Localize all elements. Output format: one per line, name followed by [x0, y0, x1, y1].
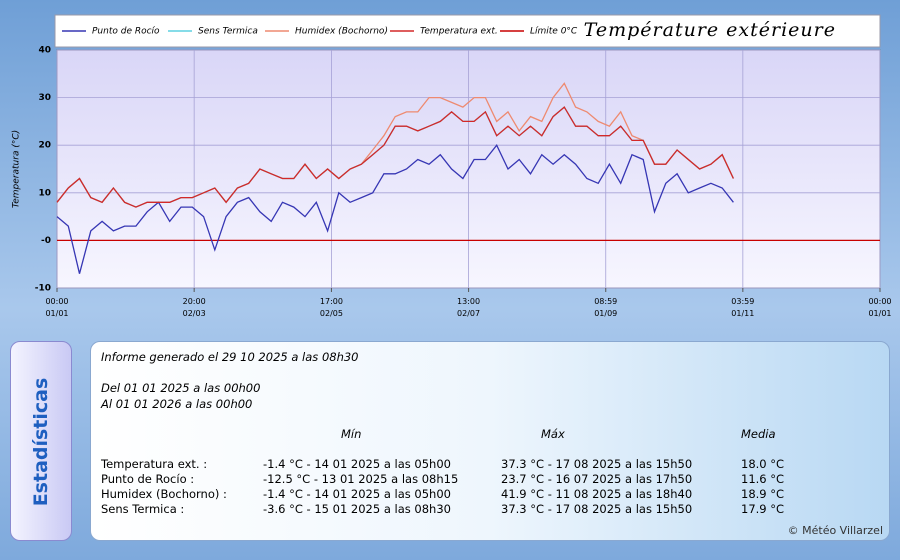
period-from: Del 01 01 2025 a las 00h00 [101, 381, 261, 395]
y-tick-label: 30 [38, 93, 51, 103]
stat-label: Punto de Rocío : [101, 472, 195, 486]
stat-value: 18.0 °C [741, 457, 785, 471]
y-tick-label: -0 [41, 236, 51, 246]
report-date: Informe generado el 29 10 2025 a las 08h… [101, 350, 359, 364]
stat-value: -12.5 °C - 13 01 2025 a las 08h15 [263, 472, 459, 486]
y-tick-label: 40 [38, 46, 51, 56]
stat-label: Temperatura ext. : [101, 457, 208, 471]
y-axis-label: Temperatura (°C) [12, 130, 22, 208]
stat-value: -1.4 °C - 14 01 2025 a las 05h00 [263, 457, 451, 471]
x-tick-label: 00:00 01/01 [45, 297, 69, 318]
legend-label: Humidex (Bochorno) [295, 27, 388, 37]
col-header: Máx [541, 427, 565, 441]
legend-label: Sens Termica [198, 27, 258, 37]
x-tick-label: 13:00 02/07 [457, 297, 481, 318]
stat-label: Sens Termica : [101, 502, 185, 516]
legend-label: Punto de Rocío [92, 27, 160, 37]
stat-value: 17.9 °C [741, 502, 785, 516]
y-tick-label: 10 [38, 188, 51, 198]
x-tick-label: 20:00 02/03 [182, 297, 206, 318]
stat-value: 41.9 °C - 11 08 2025 a las 18h40 [501, 487, 693, 501]
legend-label: Límite 0°C [530, 27, 578, 37]
series-line [56, 143, 734, 274]
y-tick-label: -10 [35, 284, 51, 294]
col-header: Media [741, 427, 776, 441]
x-tick-label: 00:00 01/01 [868, 297, 892, 318]
credit: © Météo Villarzel [787, 524, 883, 537]
stat-value: 18.9 °C [741, 487, 785, 501]
col-header: Mín [341, 427, 362, 441]
period-to: Al 01 01 2026 a las 00h00 [101, 397, 253, 411]
stat-value: 11.6 °C [741, 472, 785, 486]
legend-label: Temperatura ext. [420, 27, 498, 37]
stat-value: -1.4 °C - 14 01 2025 a las 05h00 [263, 487, 451, 501]
x-tick-label: 17:00 02/05 [319, 297, 343, 318]
stats-tab-title: Estadísticas [30, 377, 52, 507]
stat-label: Humidex (Bochorno) : [101, 487, 227, 501]
stat-value: 37.3 °C - 17 08 2025 a las 15h50 [501, 457, 693, 471]
chart-title: Température extérieure [584, 19, 836, 41]
series-line [56, 106, 734, 208]
legend-box [54, 14, 881, 48]
x-tick-label: 03:59 01/11 [731, 297, 755, 318]
stat-value: 37.3 °C - 17 08 2025 a las 15h50 [501, 502, 693, 516]
chart: Température extérieure Temperatura (°C) … [12, 14, 881, 294]
stats-tab[interactable]: Estadísticas [10, 341, 72, 541]
y-tick-label: 20 [38, 141, 51, 151]
stat-value: -3.6 °C - 15 01 2025 a las 08h30 [263, 502, 451, 516]
stat-value: 23.7 °C - 16 07 2025 a las 17h50 [501, 472, 693, 486]
x-tick-label: 08:59 01/09 [594, 297, 618, 318]
stats-panel: Informe generado el 29 10 2025 a las 08h… [90, 341, 890, 541]
